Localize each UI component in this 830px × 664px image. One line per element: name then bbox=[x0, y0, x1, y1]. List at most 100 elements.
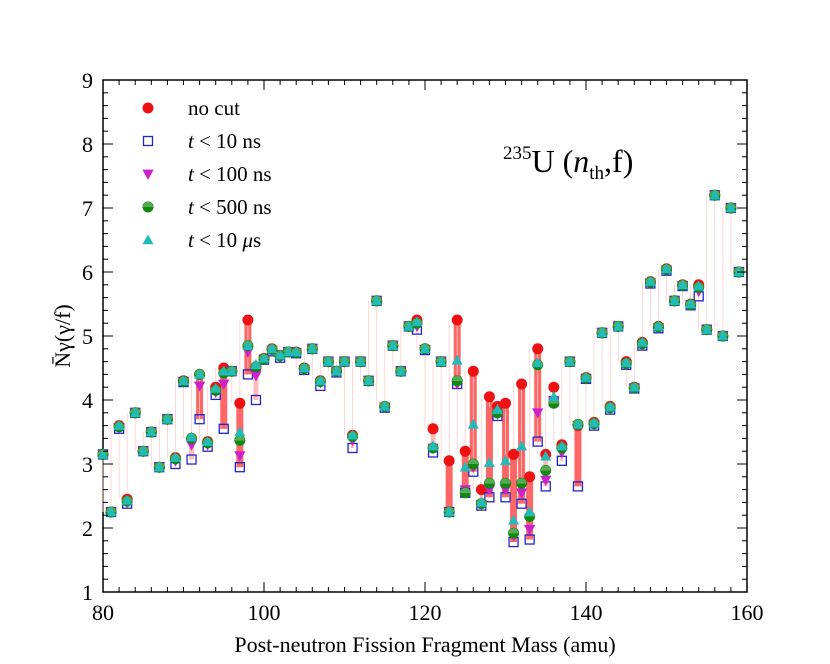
point-no-cut bbox=[532, 343, 544, 355]
point-t10us bbox=[395, 365, 407, 376]
point-t500ns-fill bbox=[143, 207, 153, 212]
point-t500ns bbox=[467, 458, 479, 470]
axis-ticks bbox=[102, 79, 748, 593]
point-no-cut bbox=[475, 484, 487, 496]
point-t10us bbox=[725, 202, 737, 213]
point-t100ns bbox=[234, 451, 246, 462]
point-t10us bbox=[226, 365, 238, 376]
point-t10us bbox=[644, 275, 656, 286]
point-t10us bbox=[596, 327, 608, 338]
point-t10us bbox=[701, 323, 713, 334]
point-t100ns bbox=[218, 379, 230, 390]
point-t500ns bbox=[500, 477, 511, 489]
x-tick-label: 100 bbox=[248, 600, 281, 625]
annot-element: U ( bbox=[532, 143, 574, 179]
point-t10us bbox=[435, 355, 447, 366]
point-t10us bbox=[467, 418, 479, 429]
point-t500ns-top bbox=[484, 478, 495, 484]
y-tick-label: 3 bbox=[82, 452, 93, 477]
point-t10us bbox=[588, 417, 600, 428]
x-tick-label: 160 bbox=[731, 600, 764, 625]
point-t500ns-fill bbox=[548, 403, 559, 409]
point-t500ns-fill bbox=[234, 440, 245, 446]
point-t10us bbox=[532, 357, 544, 368]
point-t10us bbox=[137, 445, 149, 456]
point-no-cut bbox=[516, 378, 528, 390]
point-t10us bbox=[266, 343, 278, 354]
point-t10us bbox=[202, 435, 214, 446]
y-tick-label: 4 bbox=[82, 388, 93, 413]
point-t10us bbox=[242, 339, 254, 350]
annot-f: ,f) bbox=[604, 143, 633, 179]
point-t10us bbox=[274, 349, 286, 360]
point-t100ns bbox=[523, 524, 536, 536]
point-t100ns bbox=[193, 381, 206, 392]
point-t500ns-fill bbox=[452, 380, 463, 386]
legend-label-t500ns: t < 500 ns bbox=[188, 195, 272, 219]
point-t10us bbox=[419, 343, 431, 354]
point-t10us bbox=[660, 263, 673, 274]
y-tick-label: 1 bbox=[82, 580, 93, 605]
point-t10ns bbox=[516, 498, 527, 509]
tick-labels: 80 100 120 140 160 1 2 3 4 5 6 7 8 9 bbox=[82, 68, 764, 625]
point-t10us bbox=[411, 316, 423, 327]
x-axis-title: Post-neutron Fission Fragment Mass (amu) bbox=[234, 632, 615, 657]
point-t10us bbox=[516, 440, 528, 451]
point-t10us bbox=[693, 280, 705, 291]
point-t10us bbox=[177, 375, 190, 386]
point-no-cut bbox=[483, 391, 495, 403]
point-t10us bbox=[709, 189, 721, 200]
y-tick-label: 7 bbox=[82, 196, 93, 221]
point-no-cut bbox=[242, 314, 254, 326]
point-t10us bbox=[363, 375, 375, 386]
point-t10us bbox=[636, 336, 648, 347]
point-t10us bbox=[540, 450, 552, 461]
point-t10us bbox=[652, 320, 664, 331]
data-markers bbox=[97, 189, 745, 548]
difference-bar bbox=[510, 454, 518, 543]
point-t10us bbox=[186, 431, 198, 442]
point-t10us bbox=[290, 346, 302, 357]
point-no-cut bbox=[142, 102, 154, 114]
point-t10ns bbox=[194, 414, 205, 425]
point-t10us bbox=[564, 355, 576, 366]
point-t10us bbox=[499, 455, 512, 466]
point-no-cut bbox=[508, 448, 520, 460]
point-t500ns-top bbox=[500, 478, 511, 484]
point-t500ns-top bbox=[508, 528, 519, 534]
y-tick-label: 6 bbox=[82, 260, 93, 285]
point-t500ns-fill bbox=[508, 533, 519, 539]
point-t10us bbox=[387, 339, 399, 350]
point-t500ns-fill bbox=[468, 464, 479, 469]
point-t10us bbox=[169, 451, 181, 462]
point-t10us bbox=[475, 496, 487, 507]
point-no-cut bbox=[443, 455, 455, 467]
y-tick-label: 8 bbox=[82, 132, 93, 157]
difference-bar bbox=[461, 451, 469, 493]
point-t500ns-top bbox=[452, 375, 463, 381]
point-t10us bbox=[129, 407, 141, 418]
point-t500ns-top bbox=[460, 487, 471, 493]
point-t10us bbox=[314, 375, 326, 386]
point-t500ns-top bbox=[234, 435, 245, 441]
point-t10us bbox=[330, 365, 342, 376]
point-t10us bbox=[218, 365, 230, 376]
point-t10us bbox=[628, 381, 640, 392]
point-t500ns bbox=[234, 434, 246, 446]
point-t500ns-fill bbox=[484, 483, 495, 489]
point-t10us bbox=[234, 426, 246, 437]
annot-n: n bbox=[573, 143, 589, 179]
legend-label-t10ns: t < 10 ns bbox=[188, 129, 261, 153]
annot-th: th bbox=[589, 163, 604, 184]
point-no-cut bbox=[467, 365, 479, 377]
point-t500ns-fill bbox=[460, 492, 471, 498]
point-t10us bbox=[403, 320, 415, 331]
point-t100ns bbox=[540, 475, 552, 486]
point-t10us bbox=[427, 440, 439, 451]
legend-label-t10us: t < 10 μs bbox=[188, 228, 261, 252]
point-t10us bbox=[250, 359, 262, 370]
point-t10us bbox=[97, 448, 109, 459]
plot-area bbox=[102, 79, 748, 593]
point-t10ns bbox=[234, 462, 246, 473]
